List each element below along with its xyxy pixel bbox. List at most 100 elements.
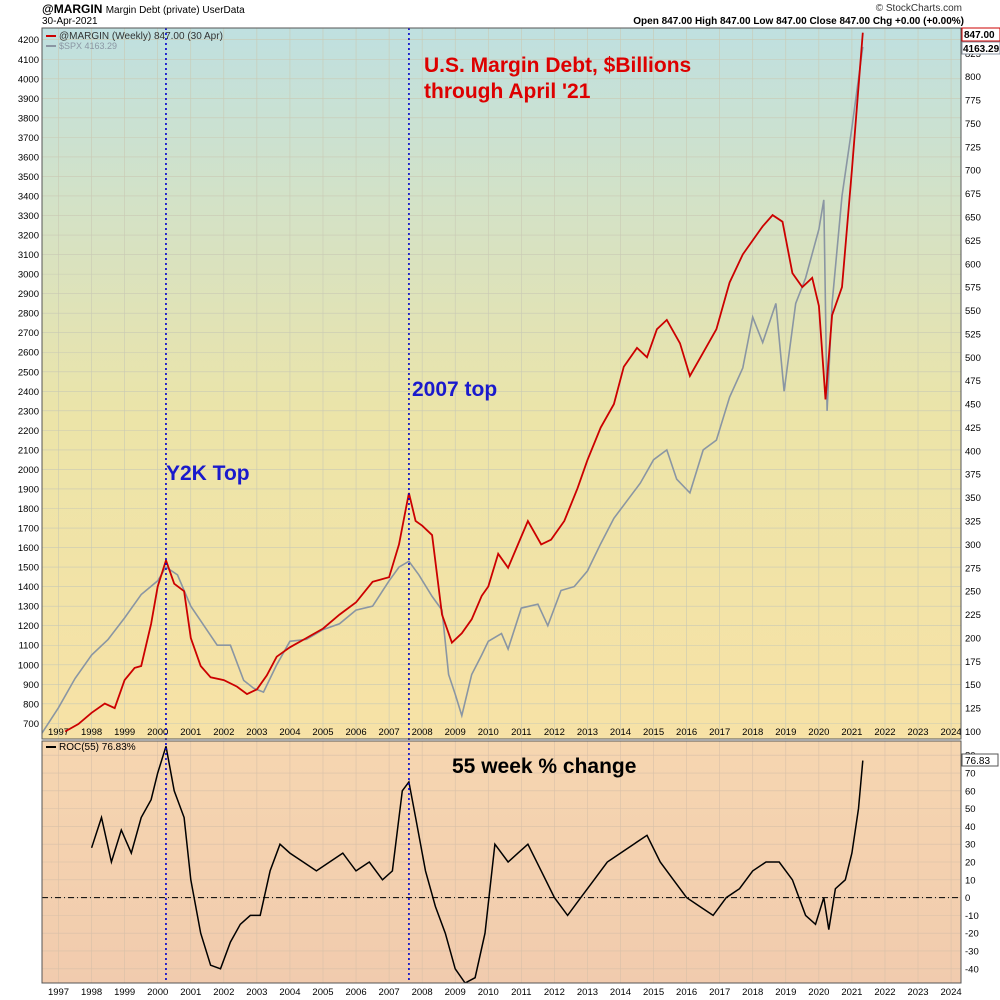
left-axis-tick-label: 4200 (18, 35, 39, 46)
right-axis-tick-label: 425 (965, 423, 981, 434)
x-axis-tick-label: 2013 (577, 727, 598, 738)
x-axis-tick-label: 2005 (312, 987, 333, 998)
x-axis-tick-label: 2021 (841, 727, 862, 738)
x-axis-tick-label: 2015 (643, 727, 664, 738)
x-axis-tick-label: 1999 (114, 727, 135, 738)
x-axis-tick-label: 2012 (544, 987, 565, 998)
left-axis-tick-label: 3500 (18, 172, 39, 183)
left-axis-tick-label: 2200 (18, 426, 39, 437)
x-axis-tick-label: 2020 (808, 727, 829, 738)
right-axis-tick-label: 525 (965, 329, 981, 340)
x-axis-tick-label: 2011 (511, 987, 531, 998)
x-axis-tick-label: 2012 (544, 727, 565, 738)
roc-axis-tick-label: 60 (965, 786, 976, 797)
x-axis-tick-label: 2017 (709, 727, 730, 738)
x-axis-tick-label: 2023 (907, 727, 928, 738)
x-axis-tick-label: 1997 (48, 727, 69, 738)
symbol: @MARGIN (42, 2, 103, 16)
right-axis-tick-label: 675 (965, 189, 981, 200)
chart-title-line2: through April '21 (424, 80, 591, 103)
right-axis-tick-label: 575 (965, 283, 981, 294)
left-axis-tick-label: 1700 (18, 524, 39, 535)
margin-legend-label: @MARGIN (Weekly) 847.00 (30 Apr) (59, 31, 223, 42)
right-axis-tick-label: 125 (965, 704, 981, 715)
x-axis-tick-label: 2018 (742, 727, 763, 738)
roc-axis-tick-label: 20 (965, 858, 976, 869)
left-axis-tick-label: 2800 (18, 309, 39, 320)
x-axis-tick-label: 2024 (941, 987, 962, 998)
right-axis-tick-label: 275 (965, 563, 981, 574)
grid-lines (42, 28, 961, 983)
left-axis-tick-label: 3300 (18, 211, 39, 222)
x-axis-tick-label: 2002 (213, 987, 234, 998)
left-axis-tick-label: 1600 (18, 543, 39, 554)
x-axis-tick-label: 2023 (907, 987, 928, 998)
left-axis-tick-label: 4000 (18, 74, 39, 85)
right-axis-tick-label: 625 (965, 236, 981, 247)
x-axis-tick-label: 2016 (676, 727, 697, 738)
x-axis-tick-label: 1997 (48, 987, 69, 998)
right-axis-tick-label: 750 (965, 119, 981, 130)
left-axis-tick-label: 800 (23, 699, 39, 710)
x-axis-tick-label: 2016 (676, 987, 697, 998)
left-axis-tick-label: 4100 (18, 55, 39, 66)
right-axis-tick-label: 725 (965, 142, 981, 153)
right-axis-tick-label: 325 (965, 517, 981, 528)
right-axis-tick-label: 200 (965, 633, 981, 644)
ohlc-readout: Open 847.00 High 847.00 Low 847.00 Close… (633, 16, 964, 27)
price-panel-series (42, 32, 864, 734)
right-axis-tick-label: 100 (965, 727, 981, 738)
right-axis-tick-label: 450 (965, 400, 981, 411)
x-axis-tick-label: 1999 (114, 987, 135, 998)
roc-panel-title: 55 week % change (452, 755, 636, 778)
right-axis-tick-label: 700 (965, 166, 981, 177)
margin-debt-line (64, 32, 864, 733)
left-axis-tick-label: 1100 (19, 641, 39, 652)
left-axis-tick-label: 2100 (18, 445, 39, 456)
top-markers (165, 28, 410, 983)
x-axis-tick-label: 2010 (478, 727, 499, 738)
right-axis-tick-label: 600 (965, 259, 981, 270)
x-axis-tick-label: 2014 (610, 987, 631, 998)
roc-panel-series (42, 746, 961, 983)
price-panel-frame (41, 27, 962, 740)
left-axis-tick-label: 2700 (18, 328, 39, 339)
left-axis-tick-label: 1000 (18, 660, 39, 671)
x-axis-tick-label: 2007 (379, 727, 400, 738)
x-axis-tick-label: 2019 (775, 727, 796, 738)
roc-axis-tick-label: -10 (965, 911, 979, 922)
roc-axis-tick-label: 10 (965, 875, 976, 886)
left-axis-tick-label: 3800 (18, 113, 39, 124)
right-axis-tick-label: 775 (965, 96, 981, 107)
right-axis-tick-label: 475 (965, 376, 981, 387)
x-axis-tick-label: 2001 (180, 727, 201, 738)
chart-title-line1: U.S. Margin Debt, $Billions (424, 54, 691, 77)
x-axis-tick-label: 2006 (345, 987, 366, 998)
right-axis-tick-label: 650 (965, 212, 981, 223)
right-axis-tick-label: 175 (965, 657, 981, 668)
x-axis-tick-label: 1998 (81, 987, 102, 998)
left-axis-tick-label: 700 (23, 719, 39, 730)
x-axis-tick-label: 1998 (81, 727, 102, 738)
left-axis-tick-label: 3100 (18, 250, 39, 261)
right-axis-tick-label: 500 (965, 353, 981, 364)
x-axis-tick-label: 2020 (808, 987, 829, 998)
right-axis-tick-label: 550 (965, 306, 981, 317)
roc-line (90, 746, 864, 983)
x-axis-tick-label: 2015 (643, 987, 664, 998)
margin-last-badge: 847.00 (961, 27, 1000, 42)
roc-axis-tick-label: 0 (965, 893, 970, 904)
x-axis-tick-label: 2014 (610, 727, 631, 738)
axis-ticks: 7008009001000110012001300140015001600170… (18, 35, 981, 998)
x-axis-tick-label: 2021 (841, 987, 862, 998)
x-axis-tick-label: 2024 (941, 727, 962, 738)
left-axis-tick-label: 3400 (18, 191, 39, 202)
roc-axis-tick-label: 40 (965, 822, 976, 833)
left-axis-tick-label: 2000 (18, 465, 39, 476)
left-axis-tick-label: 1200 (18, 621, 39, 632)
x-axis-tick-label: 2008 (412, 987, 433, 998)
left-axis-tick-label: 1400 (18, 582, 39, 593)
roc-panel-frame (41, 740, 962, 984)
right-axis-tick-label: 400 (965, 446, 981, 457)
